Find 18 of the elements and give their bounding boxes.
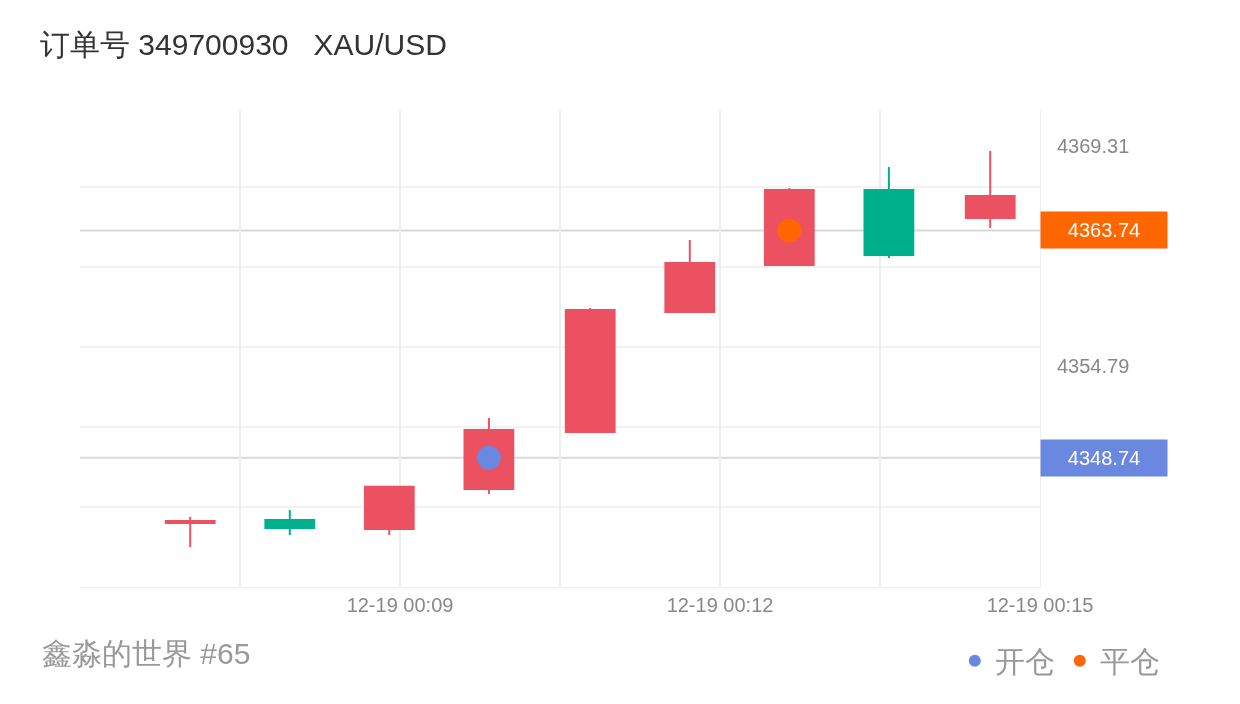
candlestick — [964, 150, 1016, 229]
y-tick-label: 4369.31 — [1057, 135, 1130, 158]
candlestick — [363, 485, 415, 536]
legend-label: 平仓 — [1099, 645, 1160, 679]
x-tick-label: 12-19 00:12 — [666, 594, 774, 616]
ref-line-label: 4348.74 — [1067, 447, 1141, 469]
ref-line-label: 4363.74 — [1067, 219, 1141, 241]
legend-label: 开仓 — [994, 645, 1055, 679]
chart-title: 订单号 349700930 XAU/USD — [40, 27, 447, 61]
candlestick — [264, 508, 316, 536]
text: 鑫淼的世界 #65 — [42, 637, 251, 670]
candlestick — [863, 166, 915, 259]
x-tick-label: 12-19 00:15 — [986, 594, 1094, 616]
candlestick — [664, 238, 716, 314]
x-tick-label: 12-19 00:09 — [346, 594, 454, 616]
candlestick — [564, 306, 616, 434]
y-tick-label: 4354.79 — [1057, 355, 1130, 377]
candlestick — [164, 516, 216, 549]
